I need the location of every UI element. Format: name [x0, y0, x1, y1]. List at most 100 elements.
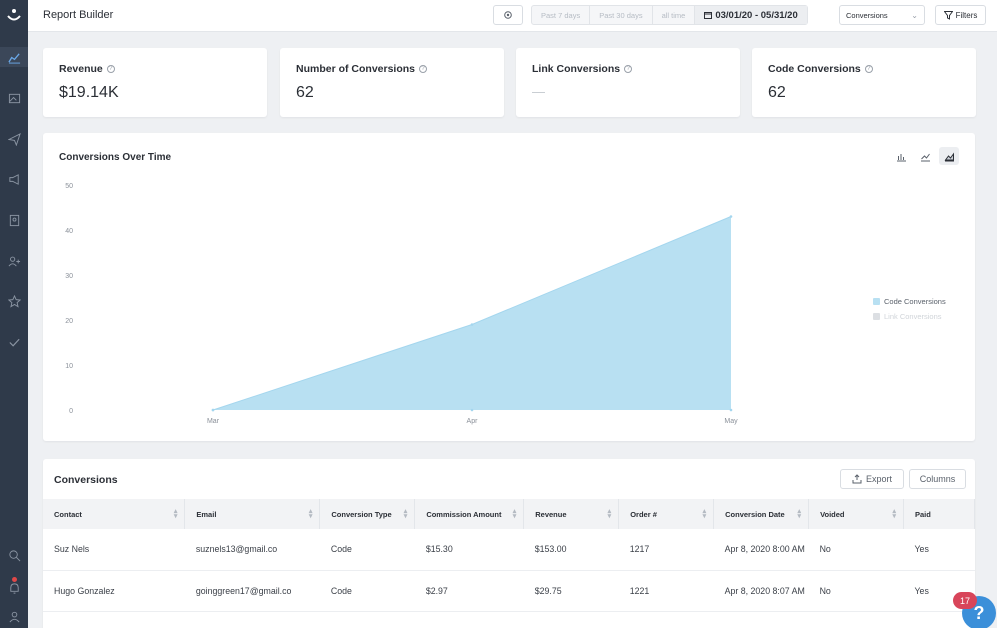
column-header-paid[interactable]: Paid [903, 499, 975, 529]
column-header-commission[interactable]: Commission Amount ▴ ▾ [414, 499, 525, 529]
paid-cell: Yes [903, 529, 975, 571]
help-icon[interactable]: ? [106, 65, 115, 73]
contact-cell: Suz Nels [43, 529, 185, 571]
help-badge: 17 [953, 592, 977, 609]
contacts-icon[interactable] [4, 210, 24, 230]
date-range-picker[interactable]: 03/01/20 - 05/31/20 [695, 6, 807, 24]
filter-icon [943, 10, 953, 20]
range-past-7-days[interactable]: Past 7 days [532, 6, 591, 24]
header-label: Paid [915, 509, 931, 519]
conversions-count-card: Number of Conversions? 62 [280, 48, 504, 117]
table-row[interactable]: Suz Nels suznels13@gmail.co Code $15.30 … [43, 529, 975, 571]
page-title: Report Builder [43, 9, 114, 21]
revenue-label-row: Revenue? [59, 63, 115, 75]
type-cell [319, 611, 415, 628]
megaphone-icon[interactable] [4, 169, 24, 189]
y-tick-label: 10 [65, 363, 73, 370]
email-cell: goinggreen17@gmail.co [184, 570, 320, 612]
line-chart-icon[interactable] [915, 147, 935, 165]
bar-chart-icon[interactable] [891, 147, 911, 165]
column-header-conversion-type[interactable]: Conversion Type ▴ ▾ [319, 499, 416, 529]
voided-cell: No [808, 570, 904, 612]
add-user-icon[interactable] [4, 251, 24, 271]
top-header: Report Builder Past 7 days Past 30 days … [28, 0, 997, 32]
header-label: Order # [630, 509, 657, 519]
sort-icon: ▴ ▾ [892, 508, 896, 520]
revenue-cell [523, 611, 619, 628]
table-row[interactable]: Apr 8, 2020 8:22 [43, 611, 975, 628]
stat-value: — [532, 84, 545, 99]
export-label: Export [865, 474, 892, 484]
commission-cell [414, 611, 524, 628]
help-icon[interactable]: ? [864, 65, 873, 73]
range-past-30-days[interactable]: Past 30 days [590, 6, 653, 24]
help-icon[interactable]: ? [624, 65, 633, 73]
table-title: Conversions [54, 474, 118, 486]
y-tick-label: 30 [65, 273, 73, 280]
columns-button[interactable]: Columns [909, 469, 966, 489]
date-cell: Apr 8, 2020 8:22 [713, 611, 809, 628]
stat-label: Revenue [59, 63, 103, 75]
sort-icon: ▴ ▾ [512, 508, 517, 520]
range-all-time[interactable]: all time [653, 6, 696, 24]
stat-label: Number of Conversions [296, 63, 416, 75]
image-icon[interactable] [4, 88, 24, 108]
email-cell: suznels13@gmail.co [184, 529, 320, 571]
contact-name[interactable]: Hugo Gonzalez [54, 585, 115, 596]
column-header-email[interactable]: Email ▴ ▾ [184, 499, 321, 529]
logo-icon[interactable] [6, 7, 22, 23]
legend-item-link[interactable]: Link Conversions [873, 312, 946, 321]
export-button[interactable]: Export [840, 469, 904, 489]
table-row[interactable]: Hugo Gonzalez goinggreen17@gmail.co Code… [43, 570, 975, 612]
area-chart-icon[interactable] [939, 147, 959, 165]
conversions-table-card: Conversions Export Columns Contact ▴ ▾ Ema… [43, 459, 975, 628]
search-icon[interactable] [4, 545, 24, 565]
column-header-voided[interactable]: Voided ▴ ▾ [808, 499, 904, 529]
data-point [470, 323, 474, 326]
filters-button[interactable]: Filters [935, 5, 986, 25]
legend-label: Code Conversions [884, 297, 946, 306]
sort-icon: ▴ ▾ [797, 508, 802, 520]
check-icon[interactable] [4, 332, 24, 352]
metric-select[interactable]: Conversions ⌄ [839, 5, 925, 25]
calendar-icon [704, 12, 713, 19]
sort-icon: ▴ ▾ [173, 508, 178, 520]
chart-type-toolbar [891, 147, 959, 165]
contact-cell [43, 611, 185, 628]
notification-dot [12, 577, 17, 582]
order-cell: 1217 [618, 529, 714, 571]
link-label-row: Link Conversions? [532, 63, 633, 75]
voided-cell [808, 611, 904, 628]
chart-legend: Code Conversions Link Conversions [873, 297, 946, 327]
analytics-icon[interactable] [0, 47, 28, 67]
contact-cell: Hugo Gonzalez [43, 570, 185, 612]
column-header-order[interactable]: Order # ▴ ▾ [618, 499, 715, 529]
star-icon[interactable] [4, 291, 24, 311]
data-point [729, 215, 733, 218]
send-icon[interactable] [4, 129, 24, 149]
bell-icon[interactable] [4, 578, 24, 598]
export-icon [852, 474, 862, 484]
column-header-contact[interactable]: Contact ▴ ▾ [43, 499, 186, 529]
chart-card: 0 10 20 30 40 50 Mar Apr May Conversions Over Ti… [43, 133, 975, 441]
legend-swatch [873, 313, 880, 320]
type-cell: Code [319, 529, 415, 571]
column-header-revenue[interactable]: Revenue ▴ ▾ [523, 499, 620, 529]
contact-name[interactable]: Suz Nels [54, 544, 90, 555]
legend-item-code[interactable]: Code Conversions [873, 297, 946, 306]
header-label: Conversion Type [331, 509, 392, 519]
help-icon[interactable]: ? [419, 65, 428, 73]
date-range-group: Past 7 days Past 30 days all time 03/01/… [531, 5, 808, 25]
settings-button[interactable] [493, 5, 523, 25]
legend-swatch [873, 298, 880, 305]
y-tick-label: 40 [65, 228, 73, 235]
date-cell: Apr 8, 2020 8:00 AM [713, 529, 809, 571]
column-header-date[interactable]: Conversion Date ▴ ▾ [713, 499, 810, 529]
link-conversions-card: Link Conversions? — [516, 48, 740, 117]
stat-label: Link Conversions [532, 63, 621, 75]
x-tick-label: Mar [207, 418, 220, 425]
order-cell: 1221 [618, 570, 714, 612]
user-icon[interactable] [4, 606, 24, 626]
sort-icon: ▴ ▾ [403, 508, 408, 520]
voided-cell: No [808, 529, 904, 571]
